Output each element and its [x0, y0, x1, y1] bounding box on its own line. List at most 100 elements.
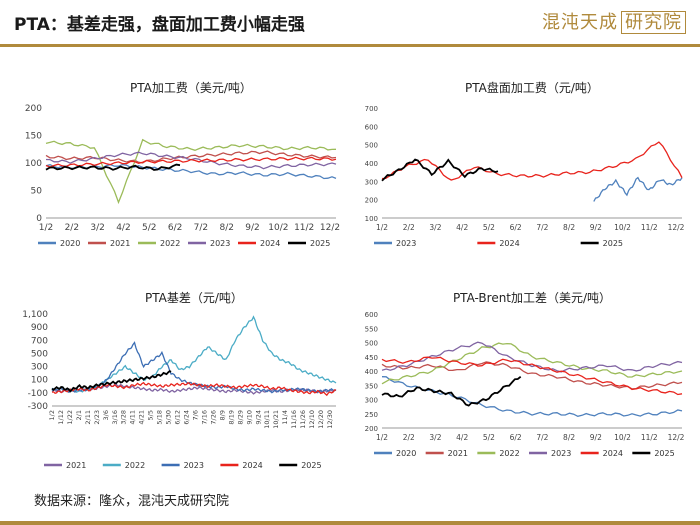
y-tick-label-150: 150	[25, 132, 42, 142]
x-tick-label-8-2: 8/2	[563, 223, 575, 232]
x-tick-label-4-2: 4/2	[116, 223, 130, 233]
brand-logo: 混沌天成 研究院	[542, 8, 686, 34]
series-line-2021	[45, 150, 337, 164]
x-tick-label-1-2: 1/2	[48, 410, 56, 420]
x-tick-label-5-5: 5/5	[147, 410, 155, 420]
legend-label-2024: 2024	[499, 239, 519, 248]
legend-label-2023: 2023	[551, 449, 571, 458]
x-tick-label-10-2: 10/2	[268, 223, 288, 233]
series-line-2022	[51, 315, 337, 393]
series-line-2025	[381, 375, 522, 407]
y-tick-label-100: 100	[25, 159, 42, 169]
x-tick-label-8-19: 8/19	[227, 410, 235, 425]
legend-label-2021: 2021	[66, 461, 86, 470]
y-tick-label-600: 600	[365, 311, 378, 319]
x-tick-label-6-2: 6/2	[510, 223, 522, 232]
x-tick-label-5-2: 5/2	[483, 223, 495, 232]
x-tick-label-7-2: 7/2	[536, 433, 548, 442]
x-tick-label-5-30: 5/30	[165, 410, 173, 425]
x-tick-label-7-16: 7/16	[200, 410, 208, 425]
x-tick-label-4-21: 4/21	[138, 410, 146, 425]
x-tick-label-11-26: 11/26	[299, 410, 307, 429]
x-tick-label-4-11: 4/11	[129, 410, 137, 425]
y-tick-label-500: 500	[31, 349, 48, 359]
chart-svg-pta-futures-processing-fee: PTA盘面加工费（元/吨） 100 200 300 400 500 600 700 1/2 2/2…	[365, 80, 685, 248]
brand-logo-box: 研究院	[621, 11, 686, 34]
chart-svg-pta-processing-fee: PTA加工费（美元/吨） 0 50 100 150 200 1/2 2/2 3/2 4/2 5/2 6…	[25, 81, 340, 248]
x-tick-label-10-2: 10/2	[614, 433, 631, 442]
x-tick-label-9-2: 9/2	[245, 223, 259, 233]
y-tick-label-700: 700	[31, 336, 48, 346]
legend-label-2022: 2022	[160, 239, 180, 248]
footer-bar	[0, 521, 700, 525]
x-tick-label-7-2: 7/2	[194, 223, 208, 233]
x-tick-label-5-18: 5/18	[156, 410, 164, 425]
x-tick-label-3-16: 3/16	[111, 410, 119, 425]
legend-label-2025: 2025	[603, 239, 623, 248]
chart-pta-processing-fee: PTA加工费（美元/吨） 0 50 100 150 200 1/2 2/2 3/2 4/2 5/2 6…	[8, 68, 348, 268]
x-tick-label-11-2: 11/2	[641, 223, 658, 232]
y-tick-label-200: 200	[365, 197, 378, 205]
y-tick-label-300: -300	[28, 402, 49, 412]
legend-label-2023: 2023	[184, 461, 204, 470]
legend-label-2022: 2022	[125, 461, 145, 470]
series-line-2020	[381, 376, 683, 417]
x-tick-label-2-23: 2/23	[93, 410, 101, 425]
x-tick-label-12-2: 12/2	[668, 223, 685, 232]
legend-label-2024: 2024	[260, 239, 280, 248]
x-tick-label-11-4: 11/4	[281, 410, 289, 425]
x-tick-label-10-11: 10/11	[263, 410, 271, 429]
x-tick-label-5-2: 5/2	[142, 223, 156, 233]
x-tick-label-12-20: 12/20	[317, 410, 325, 429]
series-line-2022	[381, 342, 683, 385]
y-tick-label-300: 300	[31, 363, 48, 373]
x-tick-label-4-2: 4/2	[456, 433, 468, 442]
x-tick-label-12-2: 12/2	[668, 433, 685, 442]
x-tick-label-12-30: 12/30	[326, 410, 334, 429]
series-line-2025	[381, 158, 499, 182]
series-line-2024	[51, 381, 337, 397]
legend-label-2021: 2021	[448, 449, 468, 458]
y-tick-label-550: 550	[365, 325, 378, 333]
x-tick-label-8-2: 8/2	[219, 223, 233, 233]
y-tick-label-1-100: 1,100	[22, 310, 48, 320]
x-tick-label-2-2: 2/2	[403, 223, 415, 232]
y-tick-label-200: 200	[25, 104, 42, 114]
chart-pta-brent-spread: PTA-Brent加工差（美元/吨） 200 250 300 350 400 450 500 5…	[352, 278, 692, 478]
header-rule	[0, 44, 700, 47]
x-tick-label-5-2: 5/2	[483, 433, 495, 442]
y-tick-label-50: 50	[31, 187, 43, 197]
x-tick-label-1-12: 1/12	[57, 410, 65, 425]
x-tick-label-8-9: 8/9	[218, 410, 226, 420]
y-tick-label-100: -100	[28, 389, 49, 399]
legend-label-2022: 2022	[499, 449, 519, 458]
x-tick-label-2-1: 2/1	[75, 410, 83, 420]
legend-label-2024: 2024	[242, 461, 262, 470]
y-tick-label-450: 450	[365, 354, 378, 362]
legend-label-2025: 2025	[310, 239, 330, 248]
legend-label-2025: 2025	[301, 461, 321, 470]
x-tick-label-3-6: 3/6	[102, 410, 110, 420]
x-tick-label-3-2: 3/2	[429, 223, 441, 232]
y-tick-label-250: 250	[365, 411, 378, 419]
brand-logo-text: 混沌天成	[542, 12, 618, 33]
y-tick-label-300: 300	[365, 178, 378, 186]
y-tick-label-400: 400	[365, 368, 378, 376]
x-tick-label-11-2: 11/2	[641, 433, 658, 442]
legend-label-2024: 2024	[603, 449, 623, 458]
y-tick-label-400: 400	[365, 160, 378, 168]
x-tick-label-7-6: 7/6	[191, 410, 199, 420]
x-tick-label-9-24: 9/24	[254, 410, 262, 425]
y-tick-label-300: 300	[365, 397, 378, 405]
chart-svg-pta-brent-spread: PTA-Brent加工差（美元/吨） 200 250 300 350 400 450 500 5…	[365, 291, 685, 458]
series-line-2023	[45, 151, 337, 170]
x-tick-label-3-28: 3/28	[120, 410, 128, 425]
legend-label-2021: 2021	[110, 239, 130, 248]
y-tick-label-600: 600	[365, 123, 378, 131]
x-tick-label-6-12: 6/12	[174, 410, 182, 425]
x-tick-label-2-2: 2/2	[403, 433, 415, 442]
x-tick-label-3-2: 3/2	[429, 433, 441, 442]
x-tick-label-2-2: 2/2	[65, 223, 79, 233]
x-tick-label-9-2: 9/2	[590, 223, 602, 232]
slide-title: PTA：基差走强，盘面加工费小幅走强	[14, 15, 305, 35]
